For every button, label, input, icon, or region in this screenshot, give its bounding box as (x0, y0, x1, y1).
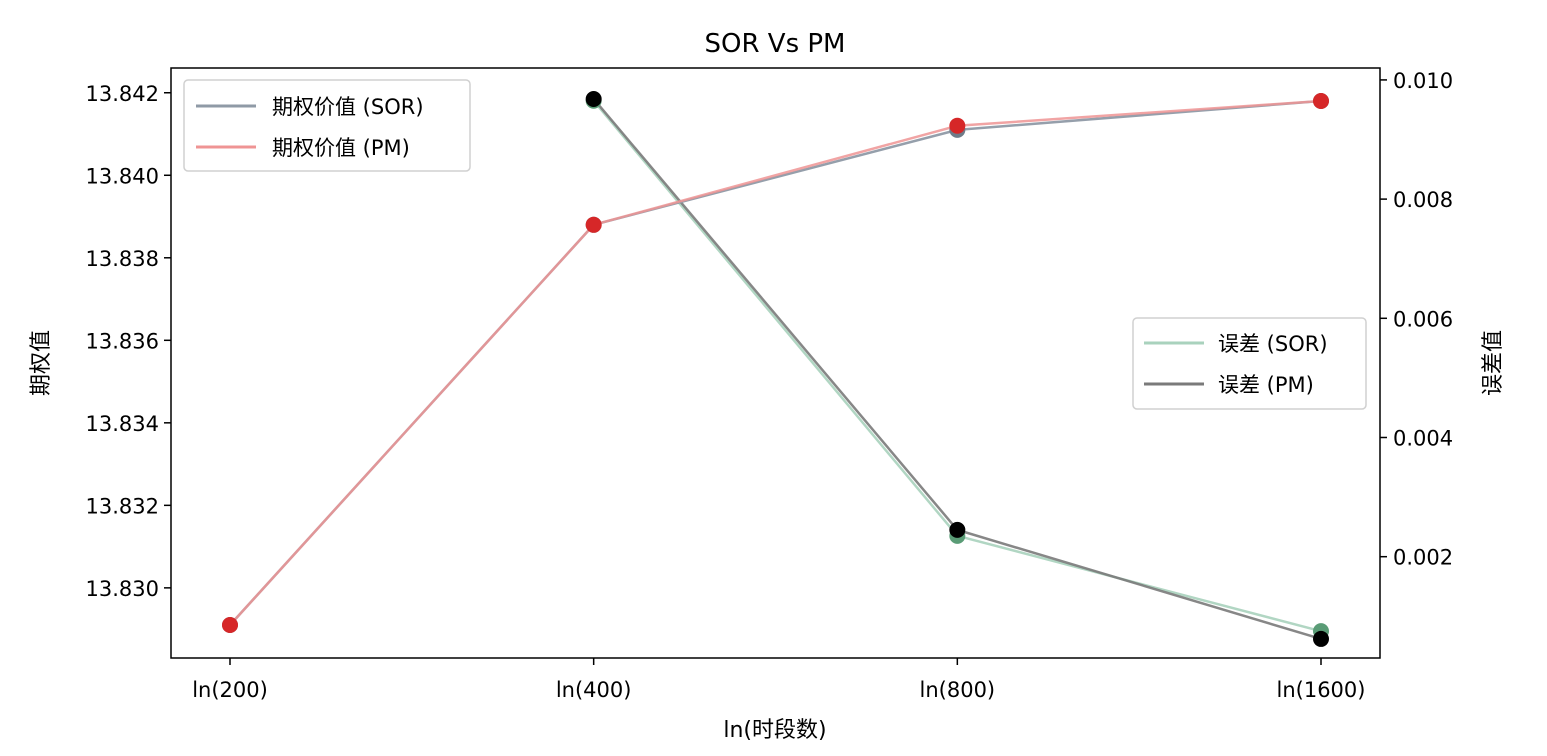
x-tick-label: ln(200) (192, 678, 268, 702)
data-point-pm-value (1313, 93, 1329, 110)
left-tick-label: 13.840 (86, 164, 159, 188)
right-axis-ticks: 0.002 0.004 0.006 0.008 0.010 (1380, 69, 1453, 570)
left-tick-label: 13.836 (86, 329, 159, 353)
series-line-pm-value (229, 99, 1322, 626)
legend-label-pm-value: 期权价值 (PM) (272, 136, 410, 160)
x-axis-ticks: ln(200) ln(400) ln(800) ln(1600) (192, 658, 1365, 702)
left-tick-label: 13.830 (86, 577, 159, 601)
plot-frame (170, 67, 1381, 659)
legend-left: 期权价值 (SOR) 期权价值 (PM) (183, 79, 471, 172)
right-tick-label: 0.002 (1393, 546, 1453, 570)
right-tick-label: 0.010 (1393, 69, 1453, 93)
legend-label-sor-value: 期权价值 (SOR) (272, 95, 424, 119)
data-point-pm-error (1313, 630, 1329, 647)
left-tick-label: 13.834 (86, 412, 159, 436)
right-tick-label: 0.004 (1393, 426, 1453, 450)
left-axis-label: 期权值 (29, 330, 54, 396)
left-tick-label: 13.842 (86, 82, 159, 106)
data-point-pm-error (585, 90, 602, 107)
legend-label-sor-error: 误差 (SOR) (1218, 332, 1328, 356)
left-axis-ticks: 13.830 13.832 13.834 13.836 13.838 13.840 13.8… (86, 82, 171, 601)
data-point-pm-error (949, 521, 966, 538)
x-tick-label: ln(800) (920, 678, 996, 702)
plot-markers (222, 90, 1329, 647)
right-axis-label: 误差值 (1481, 330, 1506, 396)
x-axis-label: ln(时段数) (723, 718, 826, 743)
data-point-pm-value (949, 117, 966, 134)
data-point-pm-value (585, 216, 602, 233)
legend-right-box (1132, 317, 1367, 410)
data-point-pm-value (222, 616, 238, 633)
right-tick-label: 0.008 (1393, 188, 1453, 212)
legend-label-pm-error: 误差 (PM) (1218, 373, 1314, 397)
left-tick-label: 13.832 (86, 494, 159, 518)
left-tick-label: 13.838 (86, 247, 159, 271)
chart-title: SOR Vs PM (704, 29, 845, 59)
x-tick-label: ln(400) (556, 678, 632, 702)
legend-right: 误差 (SOR) 误差 (PM) (1132, 317, 1367, 410)
x-tick-label: ln(1600) (1277, 678, 1366, 702)
right-tick-label: 0.006 (1393, 307, 1453, 331)
